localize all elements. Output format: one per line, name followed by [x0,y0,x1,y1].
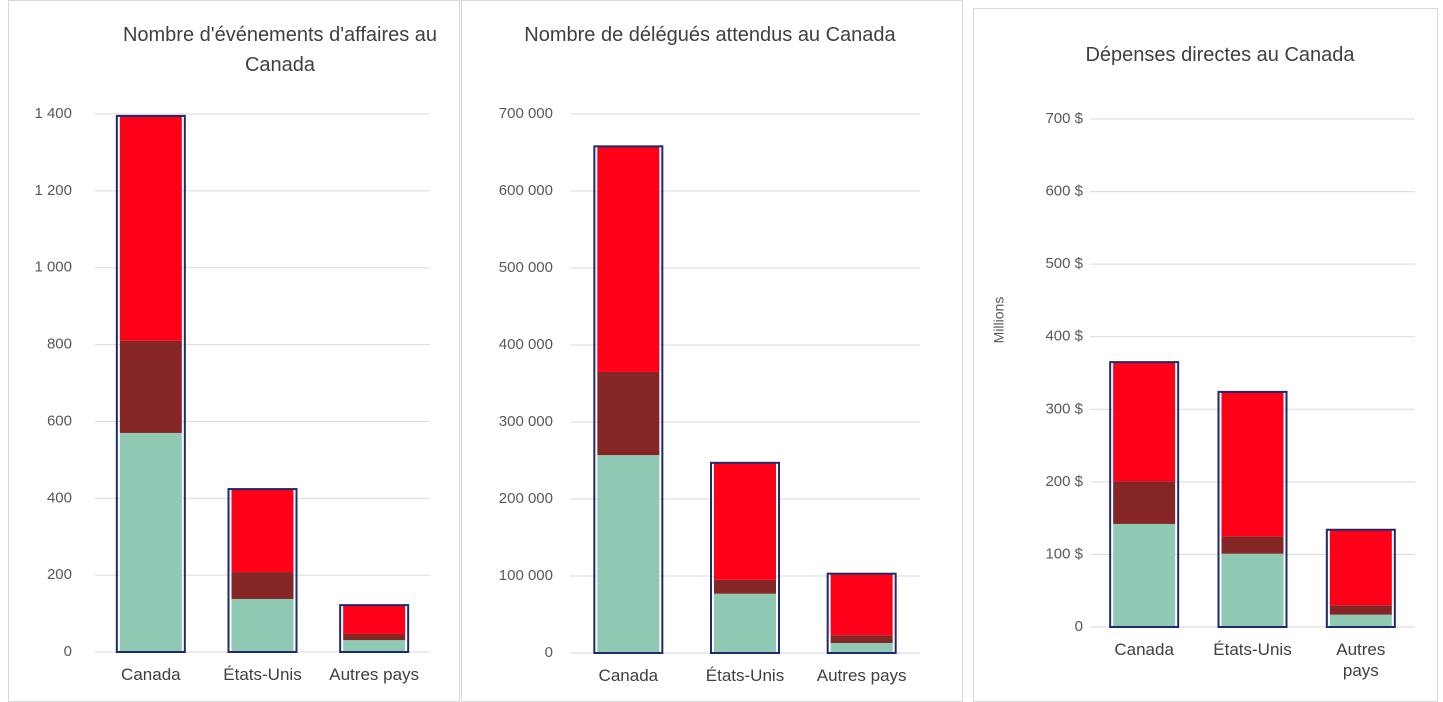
chart-title: Nombre de délégués attendus au Canada [524,24,896,46]
bar-segment [343,640,406,652]
y-tick-label: 0 [545,644,553,661]
y-tick-label: 100 $ [1045,545,1083,562]
bar-outline [339,604,410,653]
bar-segment [830,642,893,653]
bar-segment [597,146,660,372]
y-tick-label: 400 [47,489,72,506]
bar-segment [1113,481,1176,524]
y-tick-label: 800 [47,336,72,353]
bar-outline [826,572,897,654]
bar-segment [1221,391,1284,537]
y-tick-label: 600 [47,412,72,429]
bar-segment [231,598,294,652]
y-tick-label: 700 $ [1045,110,1083,127]
x-tick-label: Autres pays [816,666,907,685]
x-tick-label: États-Unis [1213,640,1292,659]
y-tick-label: 400 $ [1045,328,1083,345]
y-tick-label: 1 400 [34,105,72,122]
bar-segment [597,455,660,653]
bar-outline [1217,390,1288,628]
y-tick-label: 100 000 [499,567,553,584]
y-tick-label: 600 000 [499,182,553,199]
bar-segment [1113,523,1176,627]
x-tick-label: Canada [1114,640,1174,659]
y-tick-label: 300 000 [499,413,553,430]
y-axis-label: Millions [991,297,1007,344]
bar-outline [710,461,780,654]
chart-title: Dépenses directes au Canada [1085,44,1355,66]
y-tick-label: 0 [1075,618,1083,635]
y-tick-label: 400 000 [499,336,553,353]
bar-segment [231,572,294,599]
bar-segment [1113,362,1176,482]
bar-segment [1221,553,1284,627]
bar-segment [830,635,893,643]
x-tick-label: Autres pays [1336,640,1386,680]
bar-outline [227,488,298,654]
x-tick-label: Canada [121,665,181,684]
bar-outline [593,145,664,654]
y-tick-label: 500 000 [499,259,553,276]
bar-outline [115,114,186,653]
y-tick-label: 1 000 [34,259,72,276]
bar-outline [1109,361,1180,628]
bar-segment [714,579,776,594]
bar-segment [119,115,182,341]
bar-segment [1221,536,1284,554]
y-tick-label: 700 000 [499,105,553,122]
bar-segment [830,573,893,636]
bar-segment [119,340,182,433]
chart-title: Nombre d'événements d'affaires au Canada [122,24,438,76]
x-tick-label: États-Unis [223,665,302,684]
x-tick-label: États-Unis [705,666,785,685]
y-tick-label: 500 $ [1045,255,1083,272]
x-tick-label: Canada [598,666,659,685]
y-tick-label: 200 000 [499,490,553,507]
bar-segment [714,593,776,653]
bar-segment [119,432,182,652]
bar-segment [343,605,406,634]
y-tick-label: 300 $ [1045,400,1083,417]
x-tick-label: Autres pays [329,665,420,684]
bar-segment [231,489,294,573]
bar-segment [1329,614,1392,627]
y-tick-label: 0 [64,643,72,660]
y-tick-label: 1 200 [34,182,72,199]
bar-segment [343,633,406,641]
y-tick-label: 200 [47,566,72,583]
y-tick-label: 600 $ [1045,183,1083,200]
bar-segment [714,462,776,580]
y-tick-label: 200 $ [1045,473,1083,490]
bar-segment [1329,529,1392,606]
bar-outline [1325,528,1396,628]
bar-segment [597,371,660,456]
bar-segment [1329,605,1392,615]
